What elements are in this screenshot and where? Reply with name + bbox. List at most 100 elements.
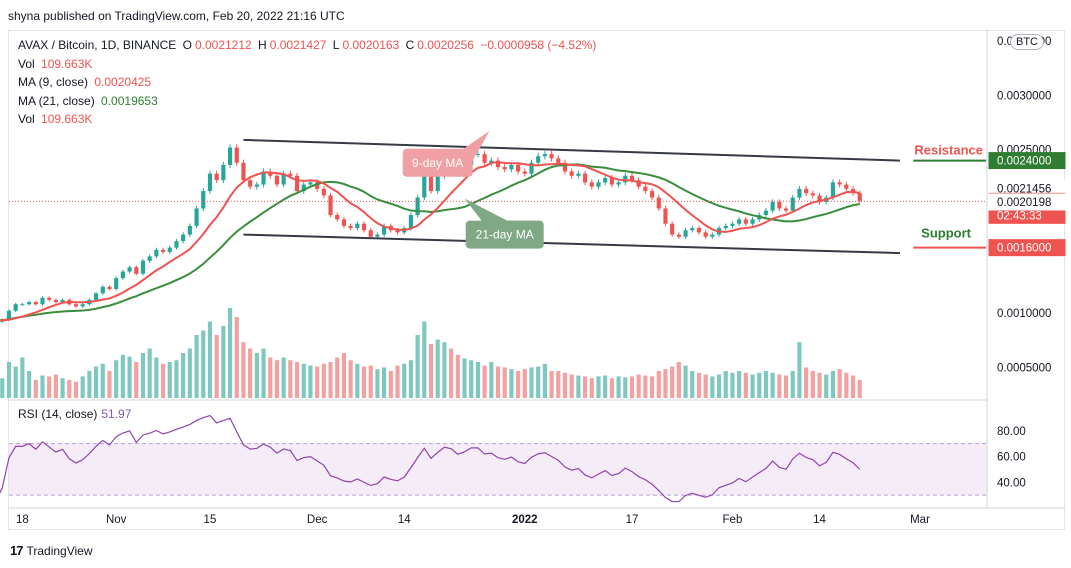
candle-body [683, 230, 688, 237]
footer-brand[interactable]: 17 TradingView [10, 543, 93, 558]
candle-body [201, 191, 206, 209]
candle-body [94, 293, 99, 300]
volume-bar [623, 377, 628, 398]
candle-body [562, 162, 568, 172]
candle-body [542, 154, 547, 157]
price-scale-label: 0.0020198 [988, 193, 1066, 211]
candle-body [489, 160, 494, 163]
volume-bar [435, 339, 440, 398]
candle-body [315, 182, 320, 189]
candle-body [341, 219, 347, 226]
currency-badge[interactable]: BTC [1010, 34, 1044, 50]
volume-bar [757, 372, 762, 398]
candle-body [281, 173, 286, 185]
candle-body [629, 175, 635, 181]
chart-legend: AVAX / Bitcoin, 1D, BINANCE O 0.0021212 H… [18, 36, 599, 129]
volume-bars [0, 308, 862, 398]
volume-bar [797, 342, 802, 398]
volume-bar [837, 369, 842, 398]
volume-bar [723, 371, 728, 398]
candle-body [810, 193, 815, 196]
change-value: −0.0000958 (−4.52%) [480, 38, 597, 52]
callout-box [465, 220, 544, 249]
symbol-title[interactable]: AVAX / Bitcoin, 1D, BINANCE [18, 38, 177, 52]
candle-body [516, 164, 521, 172]
support-label: Support [921, 226, 971, 241]
price-label-text: 0.0024000 [997, 156, 1051, 168]
volume2-value: 109.663K [41, 112, 93, 126]
volume2-label[interactable]: Vol [18, 112, 35, 126]
time-tick-label: 18 [16, 514, 29, 526]
ma9-label[interactable]: MA (9, close) [18, 75, 89, 89]
ma9-line [0, 161, 860, 322]
volume-bar [783, 375, 789, 398]
volume-bar [804, 367, 809, 398]
candle-body [663, 208, 668, 224]
price-tick-label: 0.0005000 [997, 362, 1051, 374]
volume-bar [810, 371, 815, 398]
candle-body [743, 219, 748, 224]
volume-bar [817, 372, 822, 398]
time-tick-label: 14 [398, 514, 411, 526]
volume-bar [140, 353, 146, 398]
candle-body [20, 304, 25, 306]
candle-body [495, 160, 501, 168]
candle-body [120, 271, 125, 279]
candle-body [274, 175, 280, 185]
candle-body [147, 256, 152, 261]
volume-bar [181, 353, 186, 398]
volume-bar [73, 381, 79, 398]
candle-body [13, 304, 18, 311]
volume-bar [160, 363, 166, 398]
candle-body [703, 232, 708, 237]
volume-bar [576, 375, 581, 398]
volume-bar [214, 335, 219, 398]
rsi-tick-label: 40.00 [997, 477, 1026, 489]
candle-body [47, 297, 52, 300]
candle-body [435, 175, 440, 192]
rsi-label[interactable]: RSI (14, close) [18, 407, 98, 421]
volume-bar [227, 308, 233, 398]
candle-body [603, 178, 608, 183]
volume-bar [676, 362, 681, 398]
low-value: 0.0020163 [342, 38, 400, 52]
resistance-label: Resistance [914, 143, 983, 158]
volume-bar [94, 366, 99, 398]
volume-label[interactable]: Vol [18, 56, 35, 71]
candle-body [583, 173, 588, 183]
volume2-row: Vol 109.663K [18, 110, 599, 129]
volume-bar [201, 330, 206, 398]
candle-body [656, 197, 661, 209]
price-scale-label: 0.0021456 [988, 179, 1066, 197]
candle-body [221, 164, 226, 181]
price-label-bg [988, 193, 1066, 211]
ma21-label[interactable]: MA (21, close) [18, 93, 95, 108]
trendlines [243, 138, 986, 255]
ma21-value: 0.0019653 [101, 93, 158, 108]
volume-bar [542, 363, 547, 398]
volume-bar [656, 371, 661, 398]
volume-bar [737, 371, 742, 398]
volume-bar [516, 371, 521, 398]
candle-body [294, 175, 300, 192]
candle-body [134, 267, 139, 274]
rsi-tick-label: 60.00 [997, 452, 1026, 464]
candle-body [348, 225, 353, 229]
ma9-value: 0.0020425 [94, 75, 152, 89]
volume-bar [475, 362, 480, 398]
price-scale-label: 0.0024000 [988, 152, 1066, 170]
lower-channel [243, 233, 900, 255]
volume-bar [234, 317, 239, 398]
candle-body [710, 234, 715, 237]
volume-bar [770, 372, 775, 398]
candle-body [643, 186, 648, 192]
rsi-axis-ticks: 80.00 60.00 40.00 [997, 426, 1026, 490]
candle-body [127, 267, 132, 272]
candle-body [790, 197, 795, 211]
ma21-row: MA (21, close) 0.0019653 [18, 92, 599, 111]
volume-bar [522, 369, 527, 398]
volume-bar [154, 357, 159, 398]
footer-brand-text: TradingView [26, 543, 93, 558]
candle-body [248, 180, 253, 187]
